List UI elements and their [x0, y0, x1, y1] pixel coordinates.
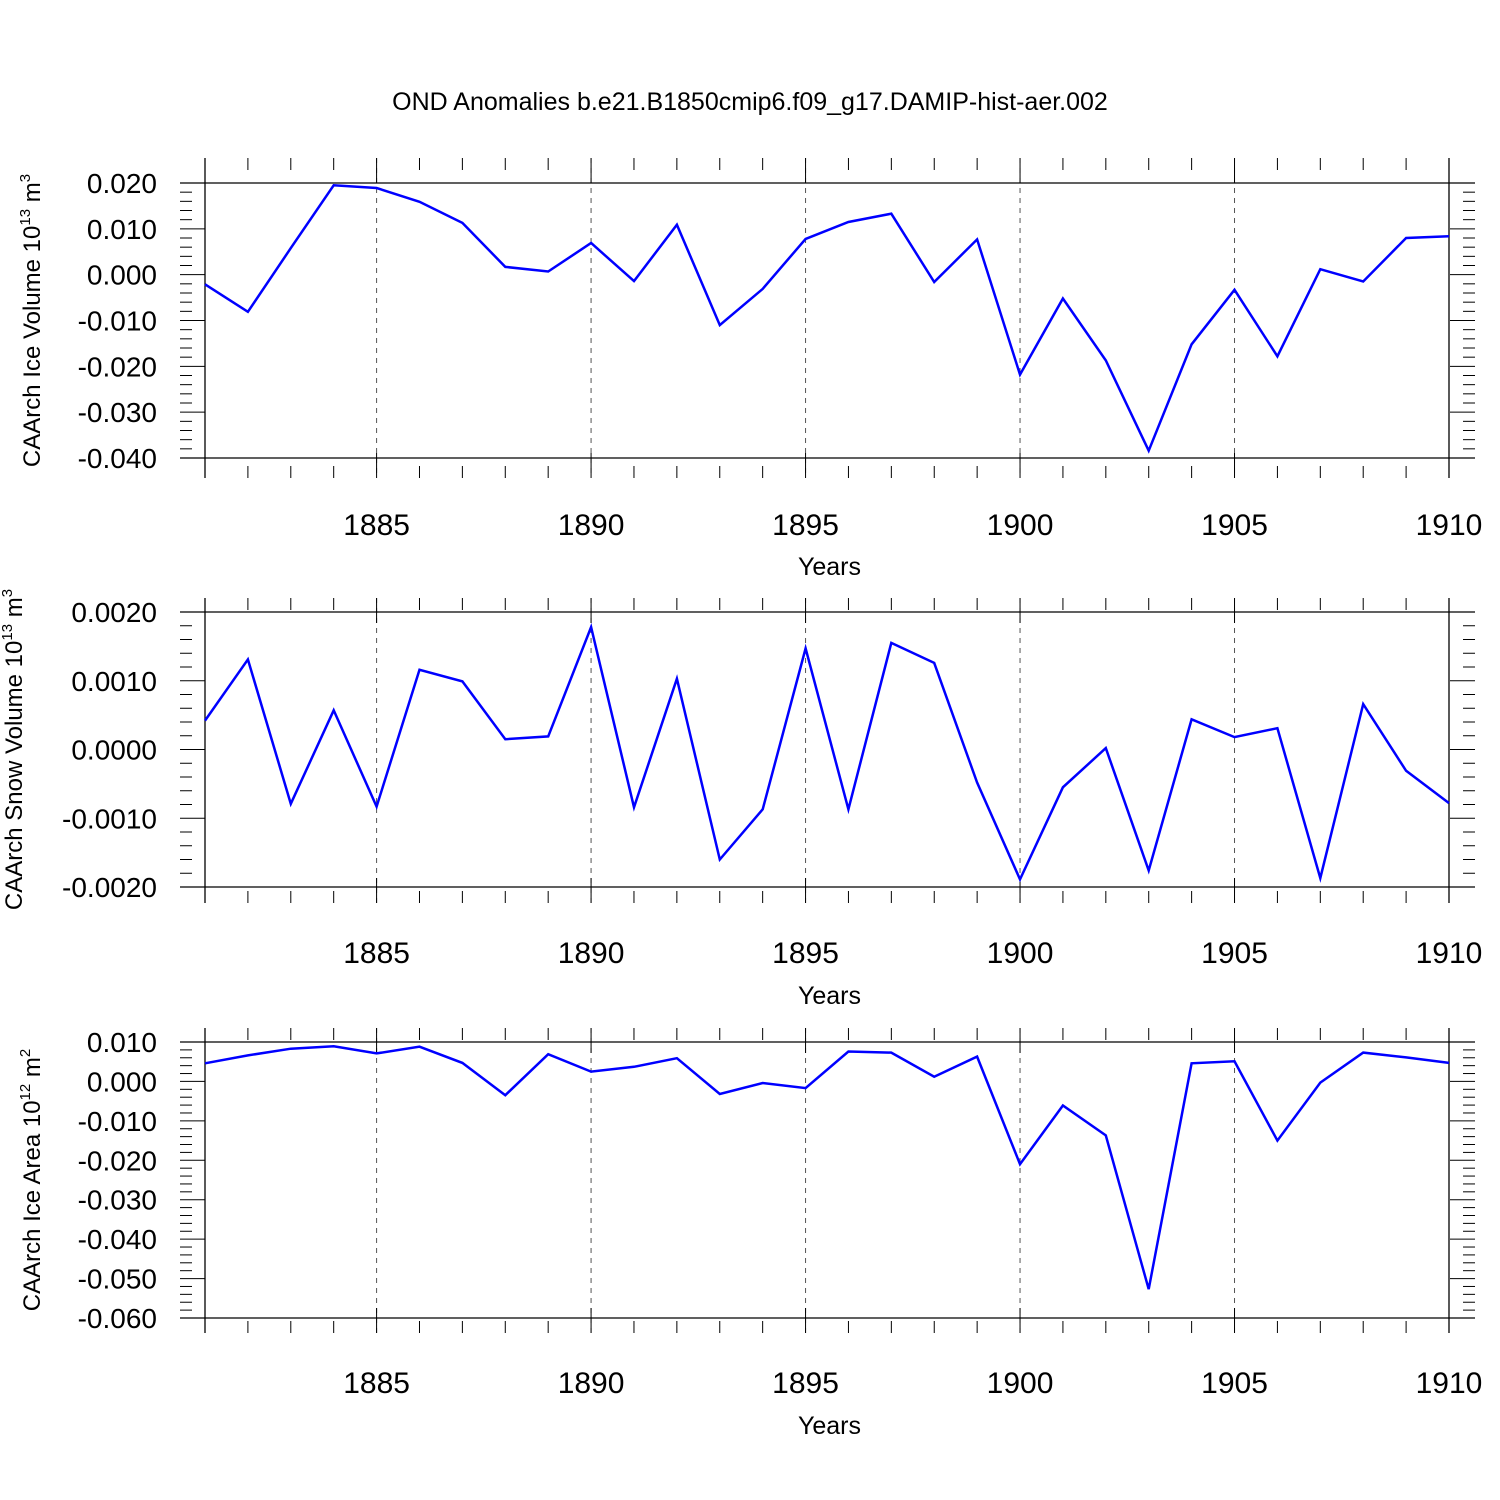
- x-axis-label: Years: [798, 553, 861, 581]
- x-tick-label: 1905: [1201, 509, 1268, 542]
- x-tick-label: 1905: [1201, 937, 1268, 970]
- y-tick-label: -0.0020: [62, 872, 157, 903]
- y-tick-label: -0.0010: [62, 803, 157, 834]
- x-tick-label: 1900: [987, 1367, 1054, 1400]
- y-axis-label: CAArch Ice Area 1012 m2: [17, 1049, 46, 1311]
- x-tick-label: 1890: [558, 937, 625, 970]
- chart-panel-1: 0.020 0.010 0.000 -0.010 -0.020 -0.030 -0.040 1…: [17, 158, 1482, 581]
- y-axis-label: CAArch Ice Volume 1013 m3: [17, 174, 46, 467]
- x-tick-label: 1885: [343, 937, 410, 970]
- x-tick-label: 1900: [987, 509, 1054, 542]
- y-tick-label: 0.000: [87, 1066, 157, 1097]
- chart-panel-2: 0.0020 0.0010 0.0000 -0.0010 -0.0020 1885 1890…: [0, 589, 1482, 1010]
- y-axis-label: CAArch Snow Volume 1013 m3: [0, 589, 28, 910]
- x-tick-label: 1895: [772, 1367, 839, 1400]
- y-tick-label: -0.050: [78, 1264, 157, 1295]
- x-axis-label: Years: [798, 982, 861, 1010]
- x-tick-label: 1890: [558, 1367, 625, 1400]
- y-tick-label: 0.000: [87, 260, 157, 291]
- series-line: [203, 622, 1450, 883]
- y-tick-label: -0.010: [78, 1106, 157, 1137]
- y-tick-label: -0.060: [78, 1303, 157, 1334]
- x-tick-label: 1890: [558, 509, 625, 542]
- y-tick-label: 0.020: [87, 168, 157, 199]
- x-tick-label: 1910: [1416, 1367, 1483, 1400]
- y-tick-label: -0.030: [78, 1185, 157, 1216]
- y-tick-label: -0.010: [78, 306, 157, 337]
- x-tick-label: 1885: [343, 509, 410, 542]
- x-tick-label: 1910: [1416, 937, 1483, 970]
- x-tick-label: 1900: [987, 937, 1054, 970]
- y-tick-label: -0.030: [78, 397, 157, 428]
- y-tick-label: 0.010: [87, 1027, 157, 1058]
- y-tick-label: 0.0010: [71, 666, 157, 697]
- series-line: [204, 1045, 1450, 1290]
- y-tick-label: 0.0020: [71, 597, 157, 628]
- y-tick-label: 0.0000: [71, 735, 157, 766]
- x-axis-label: Years: [798, 1412, 861, 1440]
- x-tick-label: 1895: [772, 937, 839, 970]
- figure-title: OND Anomalies b.e21.B1850cmip6.f09_g17.D…: [392, 88, 1108, 116]
- y-tick-label: -0.020: [78, 1145, 157, 1176]
- y-tick-label: -0.040: [78, 1224, 157, 1255]
- y-tick-label: -0.040: [78, 443, 157, 474]
- x-tick-label: 1885: [343, 1367, 410, 1400]
- x-tick-label: 1905: [1201, 1367, 1268, 1400]
- series-line: [204, 184, 1450, 454]
- x-tick-label: 1910: [1416, 509, 1483, 542]
- x-tick-label: 1895: [772, 509, 839, 542]
- y-tick-label: 0.010: [87, 214, 157, 245]
- chart-panel-3: 0.010 0.000 -0.010 -0.020 -0.030 -0.040 -0.050…: [17, 1027, 1482, 1440]
- y-tick-label: -0.020: [78, 351, 157, 382]
